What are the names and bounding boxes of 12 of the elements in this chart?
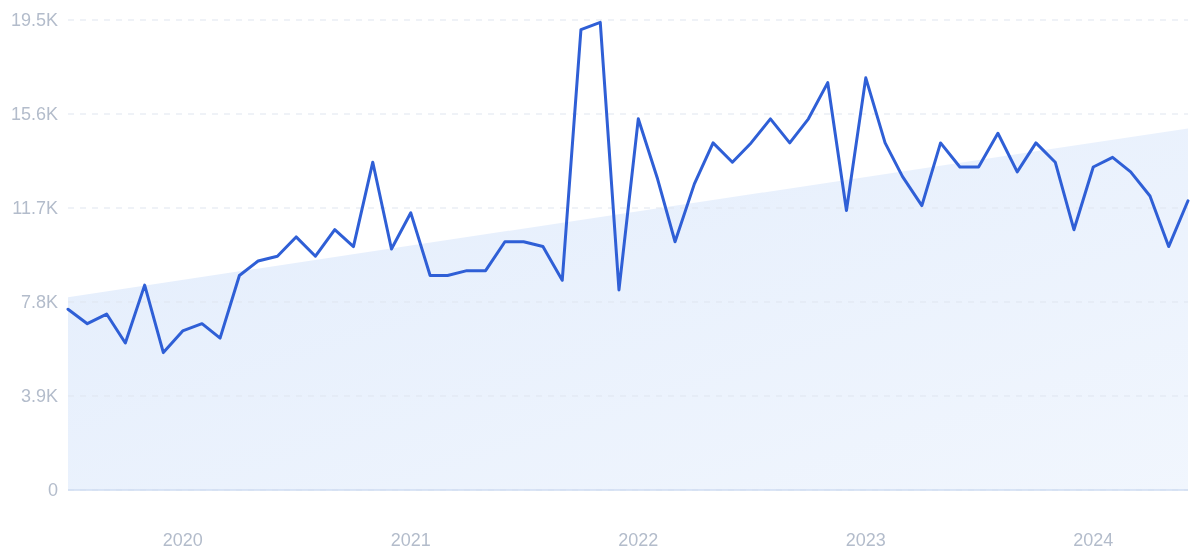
y-tick-label: 11.7K [12,198,58,219]
x-tick-label: 2022 [618,530,659,550]
y-tick-label: 0 [47,480,58,501]
y-tick-label: 3.9K [20,386,58,407]
line-series [66,20,1190,355]
y-tick-label: 7.8K [20,292,58,313]
x-tick-label: 2023 [845,530,886,550]
x-tick-label: 2020 [162,530,203,550]
x-tick-label: 2021 [390,530,431,550]
x-tick-label: 2024 [1073,530,1114,550]
y-tick-label: 19.5K [10,10,58,31]
y-tick-label: 15.6K [10,104,58,125]
